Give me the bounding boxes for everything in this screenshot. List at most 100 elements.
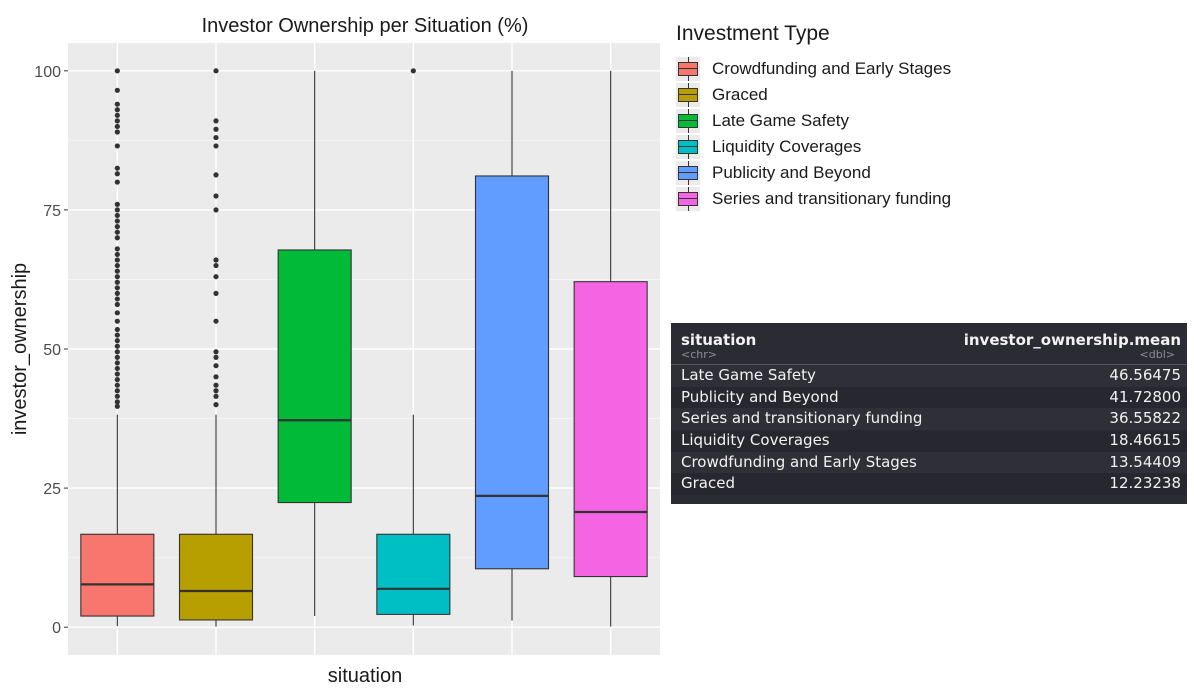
- column-header-situation: situation: [681, 331, 757, 349]
- outlier-point: [213, 393, 219, 399]
- outlier-point: [114, 301, 120, 308]
- legend-label: Publicity and Beyond: [712, 163, 871, 182]
- legend-key-part: [679, 120, 697, 121]
- table-row: Crowdfunding and Early Stages 13.54409: [671, 451, 1187, 474]
- legend-key-part: [688, 76, 689, 81]
- box: [178, 533, 254, 621]
- outlier-point: [114, 268, 120, 274]
- outlier-point: [410, 68, 416, 74]
- cell-situation: Liquidity Coverages: [681, 431, 830, 450]
- cell-situation: Series and transitionary funding: [681, 409, 923, 428]
- legend-key: [676, 83, 700, 107]
- legend-key-part: [688, 180, 689, 185]
- legend-item: Late Game Safety: [676, 108, 951, 134]
- table-header: situation investor_ownership.mean <chr> …: [671, 323, 1187, 365]
- outlier-point: [114, 207, 120, 213]
- outlier-point: [213, 318, 219, 324]
- table-row: Graced 12.23238: [671, 473, 1187, 496]
- cell-mean: 12.23238: [1109, 474, 1181, 493]
- table-row: Liquidity Coverages 18.46615: [671, 430, 1187, 452]
- outlier-point: [114, 285, 120, 291]
- legend-key-part: [678, 192, 698, 206]
- outlier-point: [114, 262, 120, 269]
- legend-item: Graced: [676, 82, 951, 108]
- outlier-point: [114, 171, 120, 177]
- legend-label: Liquidity Coverages: [712, 137, 862, 156]
- legend-key-part: [678, 166, 698, 180]
- box: [376, 533, 451, 615]
- legend-key-part: [678, 114, 698, 128]
- legend-label: Graced: [712, 85, 768, 104]
- legend-key-part: [679, 198, 697, 199]
- outlier-point: [114, 274, 120, 280]
- outlier-point: [114, 326, 120, 333]
- outlier-point: [114, 399, 120, 405]
- outlier-point: [213, 193, 219, 199]
- outlier-point: [114, 218, 120, 224]
- outlier-point: [213, 262, 219, 269]
- cell-mean: 36.55822: [1109, 409, 1181, 428]
- outlier-point: [114, 235, 120, 241]
- outlier-point: [114, 123, 120, 130]
- legend-key-part: [679, 146, 697, 147]
- cell-mean: 41.72800: [1109, 387, 1181, 406]
- x-axis-label: situation: [328, 665, 403, 687]
- outlier-point: [114, 371, 120, 377]
- summary-table: situation investor_ownership.mean <chr> …: [671, 323, 1187, 505]
- legend-key-part: [688, 154, 689, 159]
- y-tick-label: 0: [52, 620, 61, 637]
- chart-title: Investor Ownership per Situation (%): [202, 15, 529, 37]
- box-group: [277, 70, 352, 617]
- outlier-point: [114, 68, 120, 74]
- cell-mean: 18.46615: [1109, 431, 1181, 450]
- legend-key-part: [688, 206, 689, 211]
- outlier-point: [213, 354, 219, 360]
- legend-item: Liquidity Coverages: [676, 134, 951, 160]
- boxplot-chart: 0 25 50 75 100 Investor Ownership per Situat…: [9, 15, 660, 687]
- legend-key-part: [688, 135, 689, 140]
- legend: Investment Type Crowdfunding and Early S…: [676, 22, 951, 212]
- legend-key-part: [679, 94, 697, 95]
- box: [474, 175, 550, 570]
- outlier-point: [213, 143, 219, 149]
- outlier-point: [213, 68, 219, 74]
- outlier-point: [114, 101, 120, 107]
- outlier-point: [114, 179, 120, 185]
- box-group: [474, 70, 550, 621]
- legend-key: [676, 161, 700, 185]
- y-axis-label: investor_ownership: [9, 263, 31, 435]
- outlier-point: [114, 360, 120, 366]
- outlier-point: [114, 388, 120, 394]
- outlier-point: [114, 129, 120, 135]
- outlier-point: [114, 354, 120, 360]
- box: [80, 533, 155, 617]
- box: [277, 249, 352, 504]
- outlier-point: [114, 332, 120, 338]
- outlier-point: [114, 318, 120, 324]
- box-group: [80, 68, 155, 627]
- legend-label: Series and transitionary funding: [712, 189, 952, 208]
- table-row: Series and transitionary funding 36.55822: [671, 408, 1187, 431]
- outlier-point: [213, 172, 219, 178]
- y-axis: 0 25 50 75 100: [34, 64, 68, 637]
- cell-situation: Crowdfunding and Early Stages: [681, 452, 917, 471]
- legend-key-part: [688, 102, 689, 107]
- outlier-point: [114, 107, 120, 113]
- table-body: Late Game Safety 46.56475 Publicity and Be…: [671, 365, 1187, 504]
- outlier-point: [213, 126, 219, 132]
- outlier-point: [213, 257, 219, 263]
- outlier-point: [114, 343, 120, 349]
- y-tick-label: 50: [43, 342, 61, 359]
- cell-situation: Graced: [681, 474, 735, 493]
- legend-title: Investment Type: [676, 22, 830, 45]
- legend-key: [676, 187, 700, 211]
- outlier-point: [114, 377, 120, 383]
- outlier-point: [213, 363, 219, 369]
- outlier-point: [114, 246, 120, 252]
- outlier-point: [114, 403, 120, 409]
- legend-key: [676, 135, 700, 159]
- cell-situation: Publicity and Beyond: [681, 387, 839, 406]
- legend-key-part: [679, 68, 697, 69]
- outlier-point: [213, 290, 219, 296]
- y-tick-label: 25: [43, 481, 61, 498]
